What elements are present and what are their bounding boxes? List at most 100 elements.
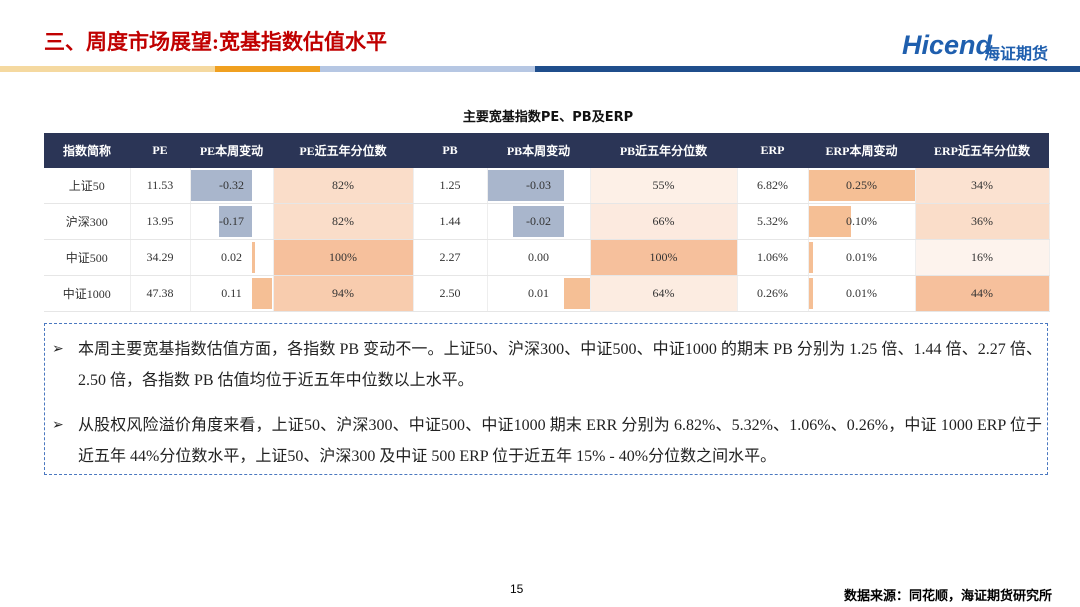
cell-text: 13.95: [146, 214, 174, 228]
cell: 11.53: [130, 168, 191, 204]
bar: [808, 170, 915, 201]
cell-text: -0.32: [219, 178, 244, 192]
cell: 1.06%: [737, 239, 809, 276]
bar: [808, 242, 813, 273]
cell: 0.01: [487, 275, 591, 312]
cell: 1.44: [413, 203, 488, 240]
cell: 66%: [590, 203, 738, 240]
cell: 94%: [273, 275, 414, 312]
slide-title: 三、周度市场展望:宽基指数估值水平: [44, 30, 387, 54]
cell: -0.02: [487, 203, 591, 240]
cell: 36%: [915, 203, 1050, 240]
header-cell: ERP近五年分位数: [915, 133, 1049, 168]
cell: 6.82%: [737, 168, 809, 204]
stripe: [0, 66, 1080, 72]
cell-text: 0.25%: [846, 178, 877, 192]
cell-text: 66%: [652, 214, 675, 228]
cell: 13.95: [130, 203, 191, 240]
cell-text: 1.25: [439, 178, 461, 192]
source: 数据来源：同花顺，海证期货研究所: [843, 589, 1052, 604]
cell: 0.01%: [808, 275, 916, 312]
cell-text: 82%: [332, 178, 354, 192]
cell-text: 11.53: [146, 178, 174, 192]
bar: [513, 206, 564, 237]
cell: 44%: [915, 275, 1050, 312]
cell-text: 82%: [332, 214, 354, 228]
row: 中证500 34.29 0.02 100% 2.27 0.00 100% 1.06% 0.01%…: [44, 239, 1050, 276]
cell-text: 100%: [649, 250, 678, 264]
cell: 82%: [273, 168, 414, 204]
cell-text: 中证500: [65, 251, 108, 265]
cell: 47.38: [130, 275, 191, 312]
cell-text: 5.32%: [757, 214, 788, 228]
bar: [190, 170, 252, 201]
cell-text: 2.50: [439, 286, 461, 300]
cell-text: 6.82%: [757, 178, 788, 192]
cell: 100%: [590, 239, 738, 276]
row: 中证1000 47.38 0.11 94% 2.50 0.01 64% 0.26% 0.01% 4…: [44, 275, 1050, 312]
bar: [487, 170, 564, 201]
cell: 沪深300: [44, 203, 131, 240]
cell: 55%: [590, 168, 738, 204]
cell: 82%: [273, 203, 414, 240]
cell: 100%: [273, 239, 414, 276]
cell: -0.32: [190, 168, 274, 204]
header-cell: ERP本周变动: [808, 133, 915, 168]
note-box: [44, 323, 1048, 475]
bar: [808, 206, 851, 237]
header-cell: PB: [413, 133, 487, 168]
cell-text: 34.29: [146, 250, 174, 264]
cell: 上证50: [44, 168, 131, 204]
header-cell: PB近五年分位数: [590, 133, 737, 168]
cell: -0.03: [487, 168, 591, 204]
bar: [808, 278, 813, 309]
cell-text: 100%: [329, 250, 357, 264]
cell: 中证500: [44, 239, 131, 276]
logo-cn: 海证期货: [983, 44, 1048, 63]
cell: 0.26%: [737, 275, 809, 312]
cell-text: 中证1000: [62, 287, 111, 301]
bar: [219, 206, 252, 237]
cell: 0.02: [190, 239, 274, 276]
cell-text: 0.02: [221, 250, 242, 264]
cell: 16%: [915, 239, 1050, 276]
cell-text: 0.01%: [846, 286, 877, 300]
bar: [251, 242, 256, 273]
cell-text: 沪深300: [65, 215, 108, 229]
logo: Hicend: [901, 30, 992, 60]
cell: 34%: [915, 168, 1050, 204]
cell: 34.29: [130, 239, 191, 276]
cell-text: 64%: [652, 286, 675, 300]
cell-text: 上证50: [68, 179, 105, 193]
cell-text: 2.27: [439, 250, 461, 264]
cell: 0.01%: [808, 239, 916, 276]
bullet: 从股权风险溢价角度来看，上证50、沪深300、中证500、中证1000 期末 E…: [52, 410, 1042, 472]
cell-text: 1.44: [439, 214, 461, 228]
cell-text: 16%: [971, 250, 993, 264]
cell-text: 47.38: [146, 286, 174, 300]
header-cell: PE: [130, 133, 190, 168]
cell-text: -0.02: [526, 214, 551, 228]
cell-text: 94%: [332, 286, 354, 300]
cell-text: 0.26%: [757, 286, 788, 300]
cell-text: 55%: [652, 178, 675, 192]
bullet: 本周主要宽基指数估值方面，各指数 PB 变动不一。上证50、沪深300、中证50…: [52, 334, 1042, 396]
cell: 2.50: [413, 275, 488, 312]
table: 指数简称 PE PE本周变动 PE近五年分位数 PB PB本周变动 PB近五年分位数 ERP E…: [44, 133, 1050, 312]
cell: 0.00: [487, 239, 591, 276]
cell: 2.27: [413, 239, 488, 276]
row: 沪深300 13.95 -0.17 82% 1.44 -0.02 66% 5.32% 0.10%…: [44, 203, 1050, 240]
cell-text: 36%: [971, 214, 993, 228]
page-number: 15: [510, 582, 524, 596]
cell: 5.32%: [737, 203, 809, 240]
cell: 1.25: [413, 168, 488, 204]
cell: 中证1000: [44, 275, 131, 312]
cell-text: 34%: [971, 178, 993, 192]
bar: [251, 278, 273, 309]
cell: -0.17: [190, 203, 274, 240]
cell-text: -0.17: [219, 214, 244, 228]
cell: 0.25%: [808, 168, 916, 204]
cell: 64%: [590, 275, 738, 312]
header-cell: PE本周变动: [190, 133, 273, 168]
